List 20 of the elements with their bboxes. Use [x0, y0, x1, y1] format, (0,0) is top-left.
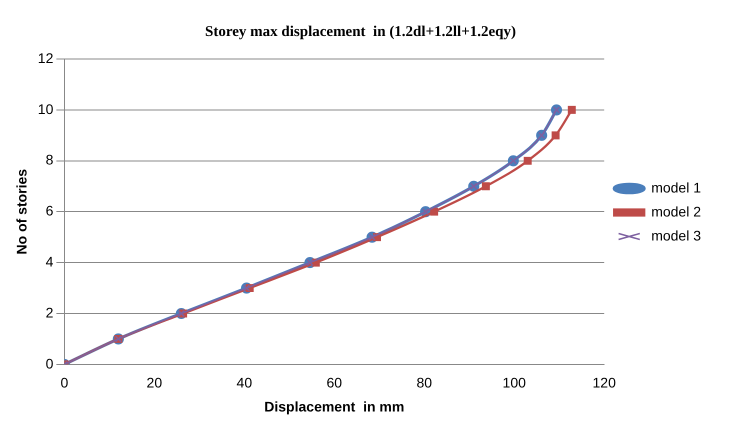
- x-axis-title: Displacement in mm: [264, 398, 404, 414]
- y-tick-label: 10: [38, 100, 54, 117]
- x-tick-label: 80: [416, 374, 432, 391]
- x-tick-label: 40: [236, 374, 252, 391]
- y-tick-label: 2: [46, 304, 54, 320]
- x-tick-label: 100: [502, 374, 526, 391]
- legend-label: model 1: [651, 179, 702, 196]
- y-tick-label: 0: [46, 355, 54, 372]
- y-tick-label: 6: [46, 202, 54, 219]
- legend-label: model 2: [651, 203, 702, 220]
- y-tick-label: 12: [38, 50, 54, 66]
- x-tick-label: 20: [146, 374, 162, 391]
- x-tick-label: 120: [592, 374, 616, 391]
- x-tick-label: 0: [60, 374, 68, 391]
- chart-title: Storey max displacement in (1.2dl+1.2ll+1.2eqy): [205, 24, 516, 40]
- x-tick-label: 60: [326, 374, 342, 391]
- legend-label: model 3: [651, 227, 702, 244]
- y-tick-label: 8: [46, 152, 54, 168]
- y-axis-title: No of stories: [13, 168, 30, 254]
- y-tick-label: 4: [46, 253, 54, 270]
